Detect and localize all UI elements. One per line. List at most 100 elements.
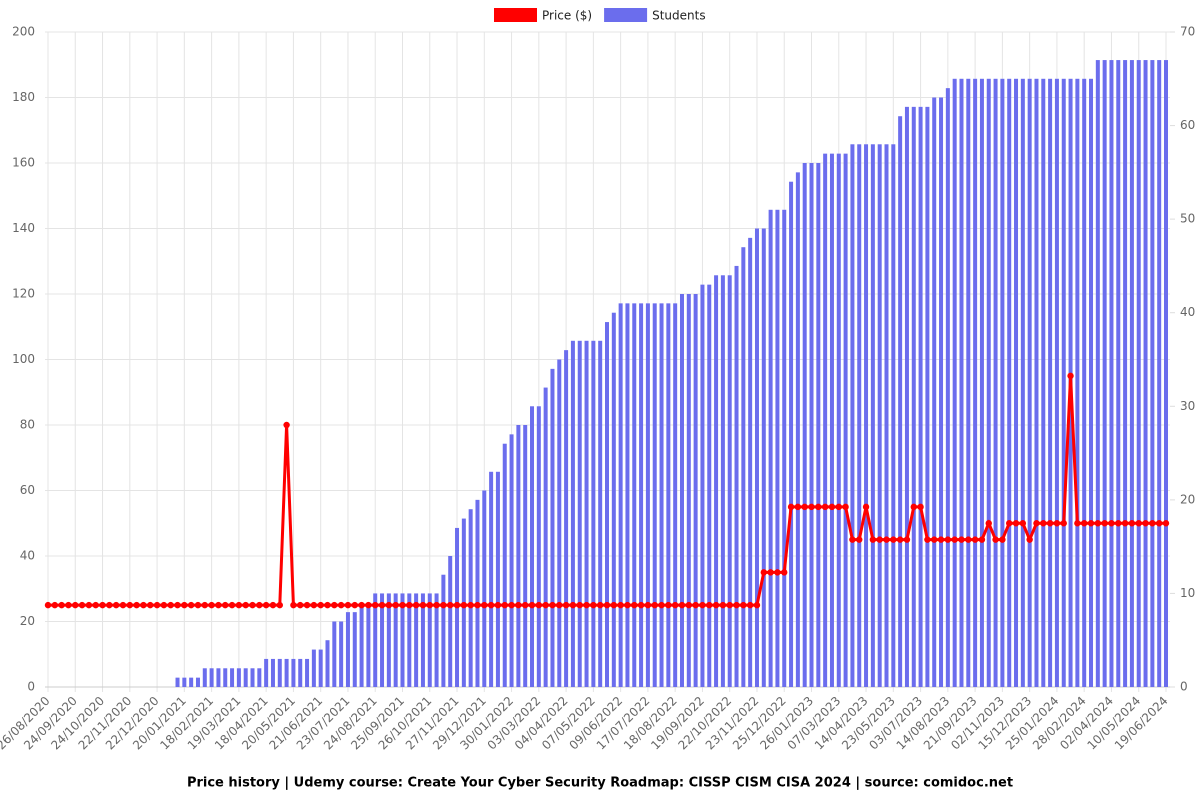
bar (434, 593, 439, 687)
point (971, 536, 979, 543)
bar (284, 658, 289, 687)
point (1046, 520, 1054, 527)
point (896, 536, 904, 543)
point (808, 503, 815, 511)
point (358, 601, 365, 609)
point (235, 601, 243, 609)
point (440, 601, 447, 609)
bar (1129, 60, 1134, 688)
bar (216, 668, 221, 687)
y2-tick-label: 50 (1180, 212, 1195, 226)
point (276, 601, 283, 609)
point (406, 601, 413, 609)
bar (1061, 78, 1066, 688)
bar (209, 668, 214, 687)
bar (441, 574, 446, 687)
bar (1143, 60, 1148, 688)
point (842, 503, 849, 511)
bar (1014, 78, 1019, 688)
bar (407, 593, 412, 687)
bar (570, 340, 575, 687)
bar (1007, 78, 1012, 688)
bar (202, 668, 207, 687)
point (801, 503, 808, 511)
point (985, 520, 992, 527)
bar (632, 303, 637, 687)
point (890, 536, 897, 543)
point (931, 536, 938, 543)
point (65, 601, 72, 609)
bar (489, 471, 494, 687)
point (1155, 520, 1163, 527)
bar (1150, 60, 1155, 688)
point (426, 601, 433, 609)
point (126, 601, 134, 609)
point (658, 601, 665, 609)
bar (802, 163, 807, 687)
bar (1123, 60, 1128, 688)
bar (270, 658, 275, 687)
point (160, 601, 168, 609)
point (269, 601, 277, 609)
point (85, 601, 93, 609)
point (92, 601, 99, 609)
point (72, 601, 79, 609)
point (637, 601, 645, 609)
point (1074, 520, 1081, 527)
bar (250, 668, 255, 687)
point (1019, 520, 1027, 527)
bar (666, 303, 671, 687)
point (910, 503, 917, 511)
bar (1034, 78, 1039, 688)
point (1033, 520, 1040, 527)
bar (1089, 78, 1094, 688)
bar (986, 78, 991, 688)
bar (795, 172, 800, 687)
point (187, 601, 195, 609)
y2-tick-label: 70 (1180, 25, 1195, 39)
bar (993, 78, 998, 688)
bar (877, 144, 882, 688)
bar (1136, 60, 1141, 688)
bar (495, 471, 500, 687)
bar (679, 294, 684, 687)
point (576, 601, 583, 609)
legend-label: Price ($) (542, 9, 592, 23)
point (883, 536, 890, 543)
point (262, 601, 270, 609)
point (467, 601, 474, 609)
bar (775, 209, 780, 688)
bar (823, 153, 828, 688)
point (685, 601, 693, 609)
point (412, 601, 420, 609)
bar (427, 593, 432, 687)
bar (1164, 60, 1168, 688)
point (549, 601, 556, 609)
bar (932, 97, 937, 687)
point (460, 601, 468, 609)
bar (536, 406, 541, 687)
point (1115, 520, 1122, 527)
bar (243, 668, 248, 687)
bar (1000, 78, 1005, 688)
point (242, 601, 249, 609)
bar (925, 106, 930, 688)
point (140, 601, 147, 609)
point (1142, 520, 1149, 527)
y2-tick-label: 60 (1180, 118, 1195, 132)
y-tick-label: 20 (20, 614, 35, 628)
bar (829, 153, 834, 688)
bar (945, 88, 950, 687)
bar (189, 677, 194, 687)
bar (727, 275, 732, 687)
point (453, 601, 461, 609)
point (515, 601, 522, 609)
point (112, 601, 120, 609)
point (1162, 520, 1170, 527)
bar (720, 275, 725, 687)
point (740, 601, 747, 609)
bar (550, 368, 555, 687)
point (944, 536, 952, 543)
bar (339, 621, 344, 687)
bar (420, 593, 425, 687)
